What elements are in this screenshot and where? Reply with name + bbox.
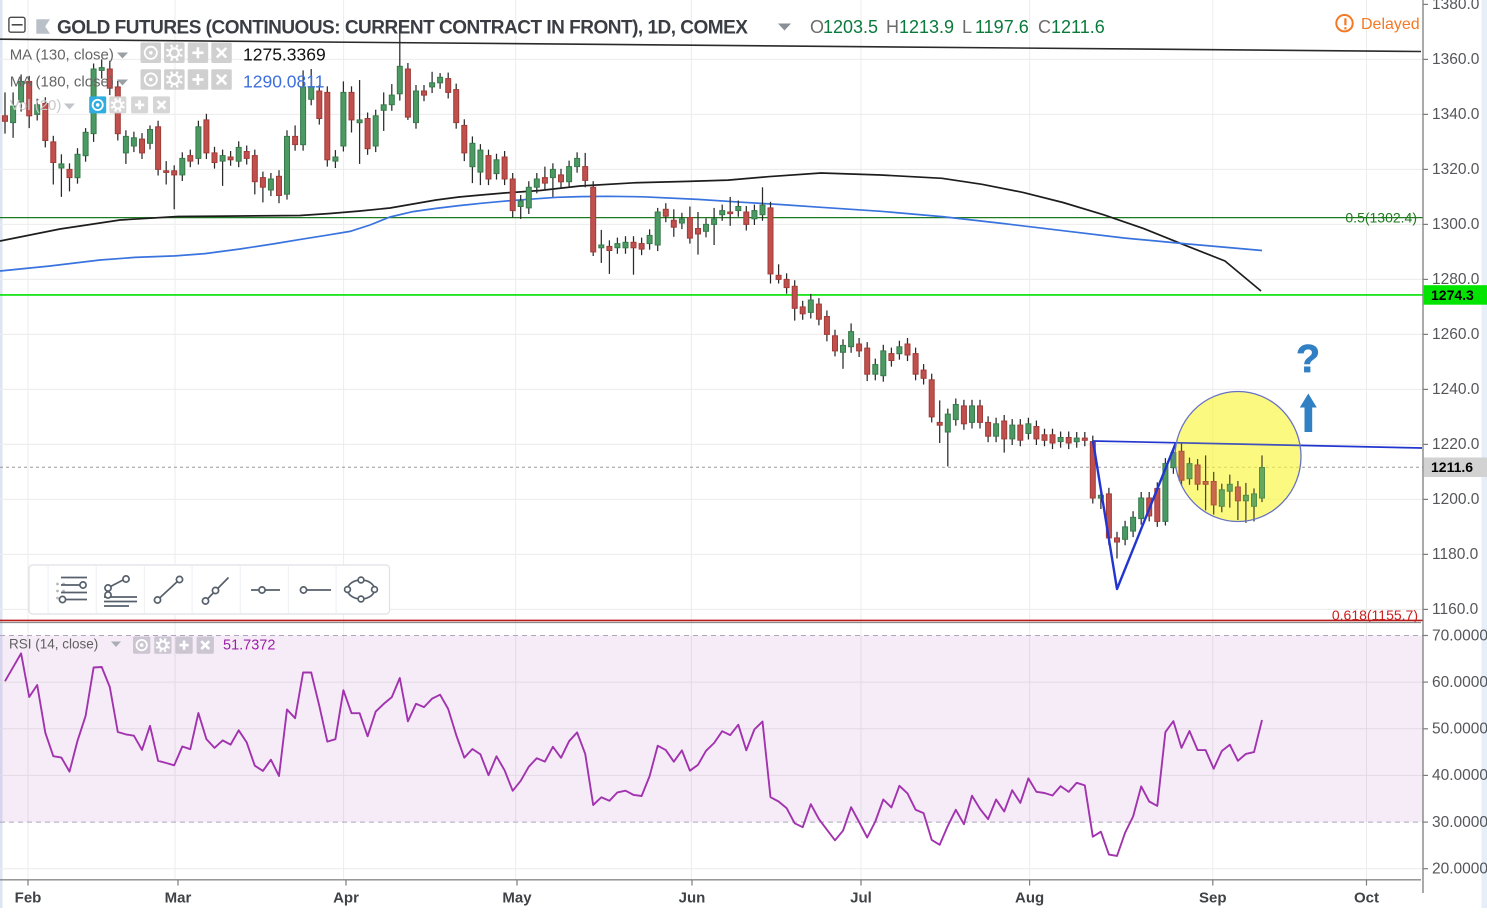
svg-text:MA (180, close): MA (180, close) <box>10 73 114 90</box>
svg-text:1220.0: 1220.0 <box>1432 436 1480 453</box>
svg-text:1320.0: 1320.0 <box>1432 161 1480 178</box>
svg-text:1211.6: 1211.6 <box>1051 17 1105 37</box>
svg-text:1260.0: 1260.0 <box>1432 326 1480 343</box>
svg-text:50.0000: 50.0000 <box>1432 721 1487 738</box>
svg-text:1240.0: 1240.0 <box>1432 381 1480 398</box>
svg-text:O: O <box>810 17 824 37</box>
svg-text:Sep: Sep <box>1199 890 1227 907</box>
svg-text:Apr: Apr <box>333 890 359 907</box>
svg-text:1197.6: 1197.6 <box>975 17 1029 37</box>
svg-text:60.0000: 60.0000 <box>1432 674 1487 691</box>
svg-text:L: L <box>962 17 972 37</box>
svg-text:30.0000: 30.0000 <box>1432 814 1487 831</box>
svg-text:20.0000: 20.0000 <box>1432 861 1487 878</box>
svg-text:1340.0: 1340.0 <box>1432 106 1480 123</box>
svg-text:May: May <box>502 890 532 907</box>
svg-text:H: H <box>886 17 899 37</box>
svg-text:1160.0: 1160.0 <box>1432 601 1479 618</box>
svg-text:1360.0: 1360.0 <box>1432 51 1480 68</box>
svg-text:GOLD FUTURES (CONTINUOUS: CURR: GOLD FUTURES (CONTINUOUS: CURRENT CONTRA… <box>57 18 748 39</box>
svg-text:RSI (14, close): RSI (14, close) <box>9 637 98 652</box>
svg-text:0.5(1302.4): 0.5(1302.4) <box>1345 210 1417 226</box>
svg-text:Feb: Feb <box>15 890 42 907</box>
svg-text:Mar: Mar <box>165 890 192 907</box>
svg-text:1180.0: 1180.0 <box>1432 546 1479 563</box>
svg-text:Aug: Aug <box>1015 890 1044 907</box>
svg-text:1200.0: 1200.0 <box>1432 491 1480 508</box>
svg-text:Jul: Jul <box>850 890 872 907</box>
svg-text:1380.0: 1380.0 <box>1432 0 1480 13</box>
svg-text:Vol (20): Vol (20) <box>10 97 62 114</box>
svg-text:Oct: Oct <box>1354 890 1379 907</box>
svg-text:51.7372: 51.7372 <box>223 638 275 654</box>
svg-text:1213.9: 1213.9 <box>899 17 954 37</box>
svg-text:C: C <box>1038 17 1051 37</box>
svg-text:70.0000: 70.0000 <box>1432 627 1487 644</box>
svg-text:1203.5: 1203.5 <box>823 17 878 37</box>
svg-text:1300.0: 1300.0 <box>1432 216 1480 233</box>
svg-text:40.0000: 40.0000 <box>1432 767 1487 784</box>
svg-text:1290.0811: 1290.0811 <box>243 71 324 91</box>
svg-text:1275.3369: 1275.3369 <box>243 45 326 65</box>
svg-text:1274.3: 1274.3 <box>1431 287 1474 303</box>
svg-text:Delayed: Delayed <box>1361 16 1420 33</box>
svg-text:Jun: Jun <box>679 890 706 907</box>
svg-text:?: ? <box>1296 338 1320 381</box>
svg-text:1211.6: 1211.6 <box>1431 459 1473 475</box>
svg-text:MA (130, close): MA (130, close) <box>10 47 114 64</box>
svg-text:0.618(1155.7): 0.618(1155.7) <box>1332 607 1418 623</box>
